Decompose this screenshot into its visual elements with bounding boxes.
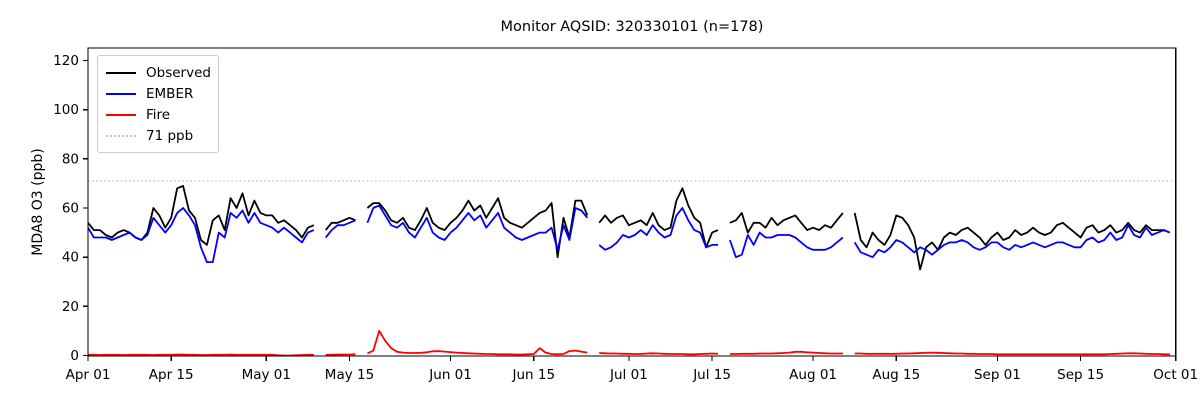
x-tick-label: Apr 15 <box>149 367 194 383</box>
axes-frame <box>87 47 1177 357</box>
y-tick-label: 0 <box>70 348 79 364</box>
series-line-ember <box>598 207 718 251</box>
legend-item-fire: Fire <box>106 104 210 125</box>
x-tick-label: May 01 <box>242 367 291 383</box>
x-tick-label: May 15 <box>325 367 374 383</box>
x-tick-label: Aug 01 <box>789 367 837 383</box>
series-line-fire <box>599 352 719 356</box>
legend-item-observed: Observed <box>106 62 211 83</box>
x-tick-label: Jun 01 <box>428 367 472 383</box>
chart-title: Monitor AQSID: 320330101 (n=178) <box>500 19 764 35</box>
series-line-observed <box>325 216 356 231</box>
x-tick-label: Aug 15 <box>872 367 920 383</box>
y-tick-label: 60 <box>62 201 79 217</box>
series-line-observed <box>729 211 844 234</box>
observed-line-swatch <box>106 71 136 74</box>
series-line-observed <box>598 187 719 249</box>
series-line-fire <box>854 351 1170 356</box>
x-tick-label: Jul 01 <box>609 367 648 383</box>
series-line-fire <box>325 353 356 356</box>
series-line-fire <box>367 329 588 356</box>
legend-label-fire: Fire <box>146 106 171 123</box>
y-tick-label: 120 <box>53 53 79 69</box>
series-line-fire <box>729 350 843 355</box>
series-line-ember <box>366 204 588 251</box>
series-line-ember <box>729 231 844 259</box>
series-line-fire <box>88 353 314 357</box>
x-tick-label: Sep 01 <box>974 367 1021 383</box>
series-line-ember <box>325 219 356 239</box>
x-tick-label: Sep 15 <box>1057 367 1104 383</box>
series-line-observed <box>853 212 1171 271</box>
series-line-ember <box>87 207 315 264</box>
series-line-observed <box>87 184 315 246</box>
legend-label-threshold: 71 ppb <box>146 127 194 144</box>
fire-line-swatch <box>106 113 136 116</box>
y-tick-label: 100 <box>53 102 79 118</box>
y-tick-label: 40 <box>62 250 79 266</box>
threshold-line-swatch <box>106 134 136 137</box>
legend: Observed EMBER Fire 71 ppb <box>97 55 219 153</box>
x-tick-label: Jul 15 <box>692 367 731 383</box>
y-tick-label: 20 <box>62 299 79 315</box>
series-line-observed <box>366 197 589 259</box>
x-tick-label: Apr 01 <box>66 367 111 383</box>
y-tick-label: 80 <box>62 151 79 167</box>
legend-label-observed: Observed <box>146 64 211 81</box>
series-line-ember <box>853 224 1171 259</box>
legend-item-threshold: 71 ppb <box>106 125 210 146</box>
legend-label-ember: EMBER <box>146 85 194 102</box>
ember-line-swatch <box>106 92 136 95</box>
legend-item-ember: EMBER <box>106 83 210 104</box>
x-tick-label: Oct 01 <box>1153 367 1198 383</box>
x-tick-label: Jun 15 <box>512 367 556 383</box>
